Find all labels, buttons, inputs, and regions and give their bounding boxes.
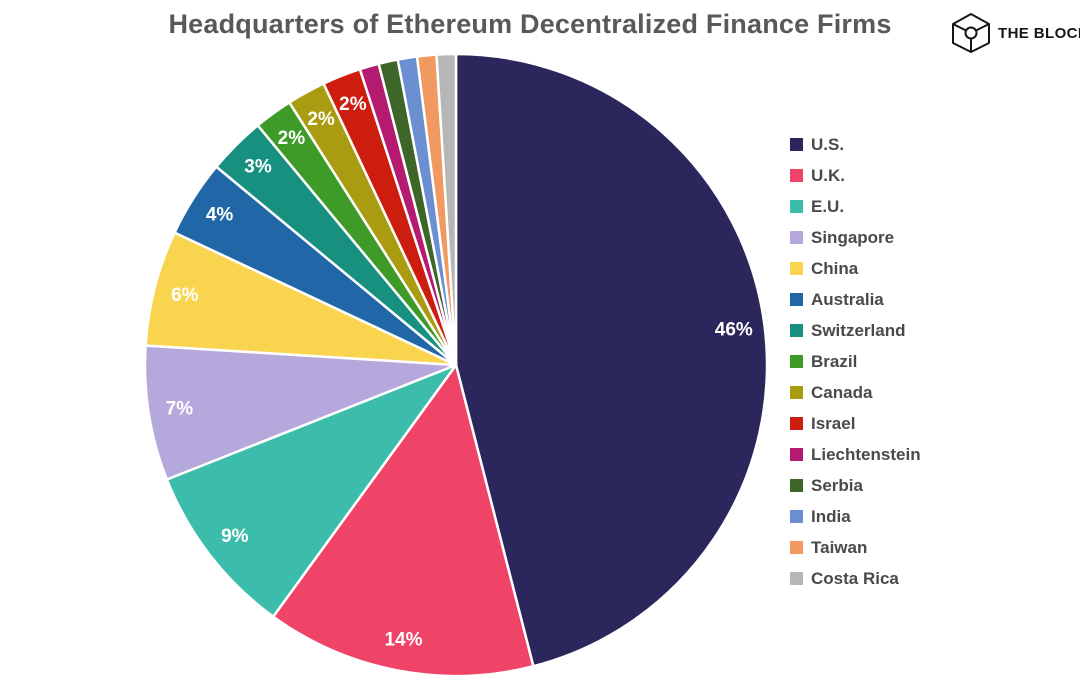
chart-title: Headquarters of Ethereum Decentralized F… <box>168 9 892 39</box>
pie-slice-e-u <box>165 363 458 618</box>
legend-label-costa-rica: Costa Rica <box>811 568 899 588</box>
brand-name: THE BLOCK <box>998 24 1080 42</box>
legend-label-liechtenstein: Liechtenstein <box>811 444 921 464</box>
legend-label-canada: Canada <box>811 382 873 402</box>
legend-item-brazil: Brazil <box>790 346 921 377</box>
pie-slice-label-brazil: 2% <box>278 128 306 149</box>
legend-item-canada: Canada <box>790 377 921 408</box>
legend-swatch-u-k <box>790 169 803 182</box>
pie-chart: 46%14%9%7%6%4%3%2%2%2% <box>143 52 769 678</box>
legend-swatch-u-s <box>790 138 803 151</box>
legend-swatch-costa-rica <box>790 572 803 585</box>
pie-slice-label-e-u: 9% <box>221 526 249 547</box>
legend-label-switzerland: Switzerland <box>811 320 906 340</box>
legend-swatch-china <box>790 262 803 275</box>
legend-item-switzerland: Switzerland <box>790 315 921 346</box>
pie-slice-label-u-k: 14% <box>384 630 422 651</box>
legend-label-china: China <box>811 258 859 278</box>
legend-label-india: India <box>811 506 851 526</box>
the-block-cube-icon <box>952 13 990 53</box>
pie-slice-label-u-s: 46% <box>715 319 753 340</box>
legend-swatch-australia <box>790 293 803 306</box>
legend-swatch-brazil <box>790 355 803 368</box>
legend-item-u-k: U.K. <box>790 160 921 191</box>
legend-label-serbia: Serbia <box>811 475 863 495</box>
legend-swatch-serbia <box>790 479 803 492</box>
legend: U.S. U.K. E.U. Singapore China Australia Switz… <box>790 129 921 594</box>
legend-item-australia: Australia <box>790 284 921 315</box>
legend-label-u-s: U.S. <box>811 134 845 154</box>
legend-item-singapore: Singapore <box>790 222 921 253</box>
legend-label-singapore: Singapore <box>811 227 895 247</box>
legend-swatch-singapore <box>790 231 803 244</box>
legend-item-taiwan: Taiwan <box>790 532 921 563</box>
pie-slice-label-singapore: 7% <box>166 398 194 419</box>
legend-item-serbia: Serbia <box>790 470 921 501</box>
brand-logo: THE BLOCK <box>951 12 1080 54</box>
pie-slice-label-israel: 2% <box>339 94 367 115</box>
legend-swatch-switzerland <box>790 324 803 337</box>
legend-swatch-canada <box>790 386 803 399</box>
legend-label-taiwan: Taiwan <box>811 537 868 557</box>
pie-slice-label-australia: 4% <box>206 205 234 226</box>
legend-swatch-liechtenstein <box>790 448 803 461</box>
legend-item-e-u: E.U. <box>790 191 921 222</box>
legend-label-brazil: Brazil <box>811 351 858 371</box>
legend-item-china: China <box>790 253 921 284</box>
legend-item-israel: Israel <box>790 408 921 439</box>
pie-slice-singapore <box>143 344 458 481</box>
legend-swatch-taiwan <box>790 541 803 554</box>
legend-swatch-india <box>790 510 803 523</box>
legend-item-costa-rica: Costa Rica <box>790 563 921 594</box>
legend-label-e-u: E.U. <box>811 196 845 216</box>
legend-item-liechtenstein: Liechtenstein <box>790 439 921 470</box>
legend-item-u-s: U.S. <box>790 129 921 160</box>
legend-swatch-israel <box>790 417 803 430</box>
pie-slice-label-switzerland: 3% <box>244 157 272 178</box>
legend-item-india: India <box>790 501 921 532</box>
pie-slice-label-china: 6% <box>171 285 199 306</box>
pie-slice-label-canada: 2% <box>307 109 335 130</box>
pie-slice-u-s <box>454 52 769 668</box>
legend-label-australia: Australia <box>811 289 884 309</box>
legend-label-israel: Israel <box>811 413 856 433</box>
pie-slice-costa-rica <box>435 52 458 367</box>
legend-swatch-e-u <box>790 200 803 213</box>
pie-slice-u-k <box>271 363 535 678</box>
legend-label-u-k: U.K. <box>811 165 845 185</box>
